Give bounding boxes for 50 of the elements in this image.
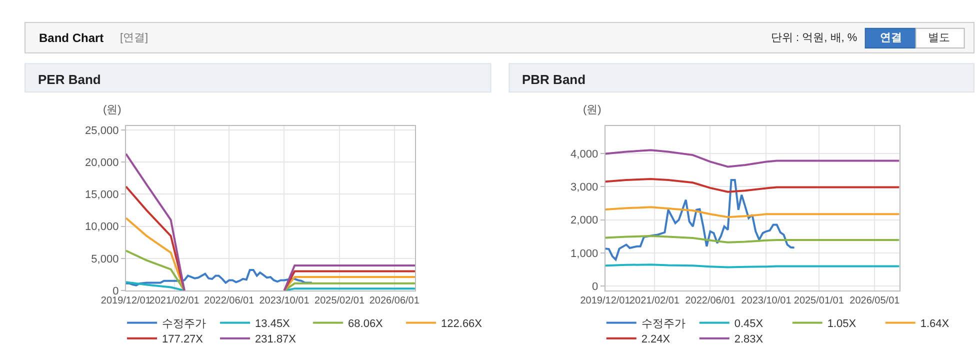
line-series [605, 149, 900, 168]
legend-label: 2.24X [641, 334, 671, 346]
text: [연결] [120, 32, 148, 44]
x-tick-label: 2025/02/01 [314, 295, 365, 306]
legend-label: 0.45X [734, 318, 764, 330]
legend-label: 177.27X [162, 334, 204, 346]
chart-title: PBR Band [522, 72, 586, 87]
legend-label: 1.64X [920, 318, 950, 330]
x-tick-label: 2022/06/01 [685, 295, 736, 306]
legend-label: 68.06X [348, 318, 384, 330]
x-tick-label: 2023/10/01 [259, 295, 310, 306]
x-tick-label: 2026/05/01 [850, 295, 900, 306]
y-axis-title: (원) [583, 104, 602, 116]
legend-label: 122.66X [441, 318, 483, 330]
chart-title: PER Band [38, 72, 101, 87]
x-tick-label: 2022/06/01 [204, 295, 255, 306]
x-tick-label: 2019/12/01 [580, 295, 631, 306]
y-tick-label: 5,000 [91, 253, 119, 266]
text: 연결 [880, 32, 902, 44]
text: 단위 : 억원, 배, % [771, 32, 858, 44]
line-series [605, 178, 796, 261]
y-tick-label: 0 [112, 285, 119, 298]
y-tick-label: 20,000 [85, 156, 119, 169]
text: Band Chart [39, 31, 104, 45]
y-tick-label: 3,000 [570, 181, 598, 194]
y-tick-label: 0 [592, 281, 598, 294]
legend-label: 1.05X [827, 318, 857, 330]
y-tick-label: 2,000 [570, 214, 598, 227]
x-tick-label: 2021/02/01 [629, 295, 680, 306]
legend-label: 231.87X [255, 334, 297, 346]
line-series [605, 235, 900, 244]
y-tick-label: 10,000 [85, 221, 119, 234]
legend-label: 2.83X [734, 334, 764, 346]
text: 별도 [928, 32, 950, 44]
x-tick-label: 2019/12/01 [100, 295, 152, 306]
x-tick-label: 2021/02/01 [149, 295, 200, 306]
x-tick-label: 2026/06/01 [369, 295, 420, 306]
legend-label: 수정주가 [162, 318, 206, 330]
line-series [605, 206, 900, 218]
x-tick-label: 2025/01/01 [794, 295, 844, 306]
y-tick-label: 25,000 [85, 124, 119, 137]
legend-label: 13.45X [255, 318, 291, 330]
y-tick-label: 4,000 [570, 148, 598, 160]
y-tick-label: 1,000 [570, 248, 598, 260]
legend-label: 수정주가 [641, 318, 686, 330]
line-series [605, 178, 900, 193]
y-tick-label: 15,000 [85, 189, 119, 202]
x-tick-label: 2023/10/01 [741, 295, 792, 306]
line-series [126, 268, 313, 286]
y-axis-title: (원) [103, 104, 122, 116]
